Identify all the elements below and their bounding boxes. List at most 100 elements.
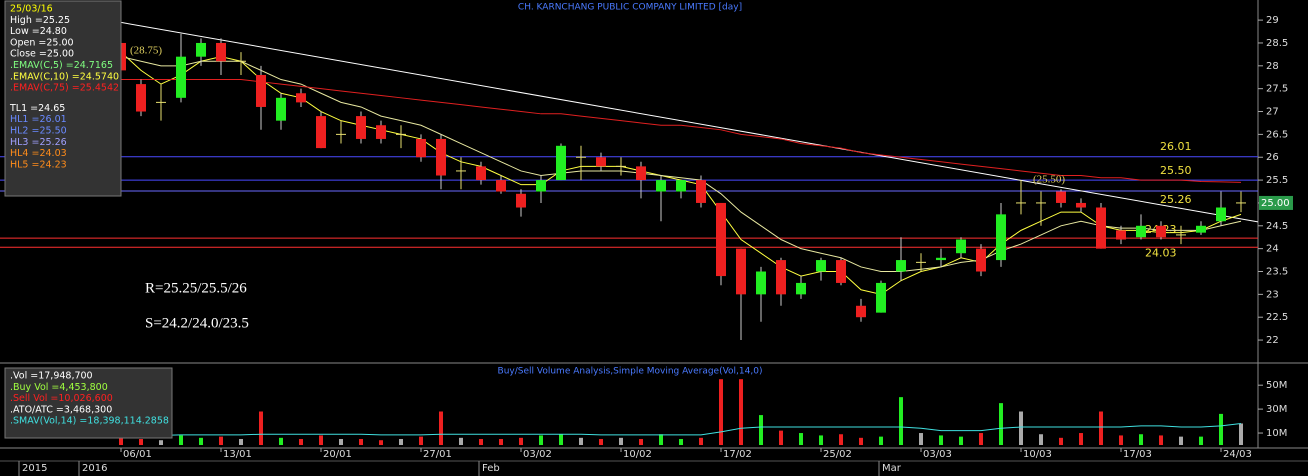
candle-body (316, 116, 326, 149)
volume-bar (119, 437, 123, 445)
candle-body (196, 42, 206, 57)
y-tick-label: 25.5 (1266, 175, 1288, 186)
volume-bar (599, 439, 603, 445)
x-tick-label: 10/03 (1023, 449, 1052, 460)
x-tick-label: 06/01 (123, 449, 152, 460)
candle-body (696, 180, 706, 203)
x-tick-label: 27/01 (423, 449, 452, 460)
candle-body (836, 260, 846, 283)
candle-body (896, 260, 906, 272)
volume-bar (399, 439, 403, 445)
x-tick-label: 03/02 (523, 449, 552, 460)
candle-body (656, 180, 666, 192)
volume-bar (699, 437, 703, 445)
candle-body (676, 180, 686, 192)
candle-body (356, 116, 366, 139)
x-tick-label: 17/03 (1123, 449, 1152, 460)
y-tick-label: 23.5 (1266, 267, 1288, 278)
candle-body (1136, 225, 1146, 238)
y-tick-label: 28 (1266, 61, 1279, 72)
volume-bar (159, 440, 163, 445)
volume-bar (499, 439, 503, 445)
x-tick-label: 24/03 (1223, 449, 1252, 460)
candle-body (976, 248, 986, 272)
candle-body (1156, 225, 1166, 238)
legend-entry: Low =24.80 (10, 26, 67, 37)
volume-bar (1059, 437, 1063, 445)
volume-bar (819, 435, 823, 445)
annotation: R=25.25/25.5/26 (145, 280, 247, 296)
candle-body (736, 248, 746, 295)
y-tick-label: 27.5 (1266, 84, 1288, 95)
candle-body (516, 193, 526, 208)
y-tick-label: 50M (1266, 380, 1287, 391)
volume-bar (779, 430, 783, 445)
volume-bar (139, 439, 143, 445)
candle-body (256, 74, 266, 107)
volume-bar (1039, 434, 1043, 445)
y-tick-label: 10M (1266, 428, 1287, 439)
y-tick-label: 24.5 (1266, 221, 1288, 232)
x-tick-label: 03/03 (923, 449, 952, 460)
volume-bar (1099, 411, 1103, 445)
legend-entry: .ATO/ATC =3,468,300 (10, 404, 112, 415)
candle-body (816, 260, 826, 272)
y-tick-label: 22.5 (1266, 312, 1288, 323)
volume-bar (919, 433, 923, 445)
y-tick-label: 27 (1266, 107, 1279, 118)
candle-body (796, 282, 806, 295)
volume-bar (279, 437, 283, 445)
sma-line (121, 422, 1242, 436)
volume-bar (799, 433, 803, 445)
volume-bar (439, 411, 443, 445)
legend-entry: HL2 =25.50 (10, 126, 67, 137)
x-tick-label: 13/01 (223, 449, 252, 460)
legend-entry: HL5 =24.23 (10, 159, 67, 170)
legend-entry: .EMAV(C,10) =24.5740 (10, 71, 119, 82)
last-price-box (1259, 195, 1293, 210)
volume-bar (899, 397, 903, 445)
x-tick-label: 17/02 (723, 449, 752, 460)
volume-bar (479, 439, 483, 445)
legend-entry: .Sell Vol =10,026,600 (10, 393, 113, 404)
candle-body (476, 166, 486, 181)
candle-body (596, 157, 606, 167)
volume-bar (579, 437, 583, 445)
volume-bar (619, 437, 623, 445)
volume-bar (339, 439, 343, 445)
volume-bar (1239, 423, 1243, 445)
volume-bar (199, 437, 203, 445)
candle-body (756, 271, 766, 295)
volume-bar (1179, 436, 1183, 445)
legend-entry: Close =25.00 (10, 49, 74, 60)
candle-body (376, 125, 386, 139)
candle-body (216, 42, 226, 62)
candle-body (536, 180, 546, 192)
volume-bar (679, 439, 683, 445)
period-label: 2015 (22, 463, 47, 474)
level-label: 25.26 (1160, 193, 1192, 206)
volume-bar (939, 435, 943, 445)
annotation: S=24.2/24.0/23.5 (145, 315, 249, 331)
last-price-label: 25.00 (1261, 198, 1290, 209)
candle-body (496, 180, 506, 192)
x-tick-label: 10/02 (623, 449, 652, 460)
candle-body (136, 84, 146, 112)
volume-bar (519, 437, 523, 445)
candle-body (856, 305, 866, 318)
candle-body (936, 257, 946, 261)
legend-entry: High =25.25 (10, 15, 70, 26)
volume-bar (319, 435, 323, 445)
volume-bar (719, 379, 723, 445)
legend-box (4, 367, 173, 439)
candle-body (1116, 230, 1126, 240)
candle-body (956, 239, 966, 254)
candle-body (1216, 207, 1226, 222)
volume-bar (299, 439, 303, 445)
legend-entry: .EMAV(C,5) =24.7165 (10, 60, 113, 71)
volume-bar (879, 436, 883, 445)
volume-bar (1199, 436, 1203, 445)
ema-line (121, 79, 1242, 183)
volume-bar (739, 379, 743, 445)
